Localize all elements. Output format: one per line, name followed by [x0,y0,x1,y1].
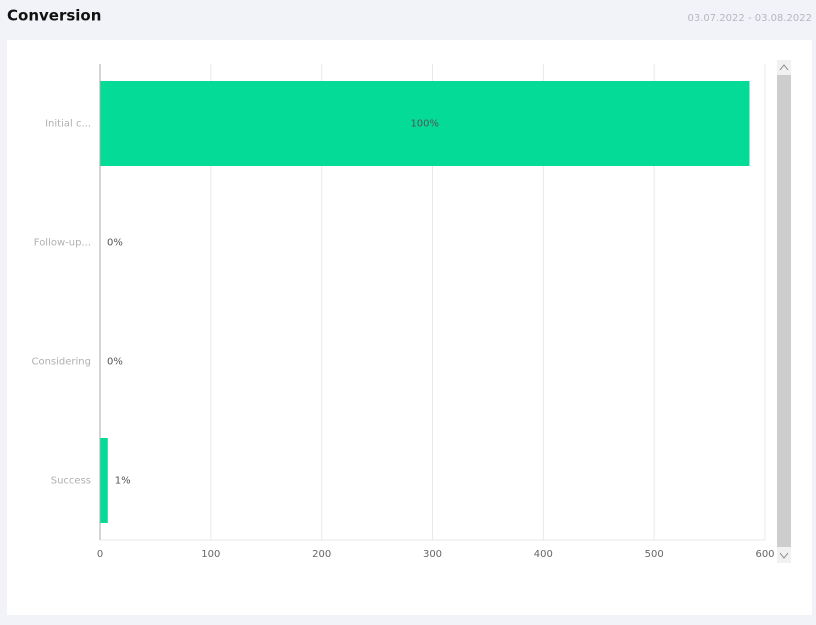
x-tick-label: 600 [755,549,774,560]
bar-label: 1% [115,476,131,487]
x-tick-label: 0 [97,549,103,560]
y-tick-label: Initial c... [45,119,91,130]
bar [100,81,750,166]
title: Conversion [7,7,101,25]
scroll-up[interactable] [779,64,789,71]
bar-label: 0% [107,357,123,368]
bar-label: 0% [107,238,123,249]
y-tick-label: Follow-up... [34,238,91,249]
scroll-down[interactable] [779,552,789,559]
x-tick-label: 400 [534,549,553,560]
bar-label: 100% [410,119,439,130]
plot: 0 100 200 300 400 500 600 Initial c... 100% Follo… [31,64,775,560]
y-tick-label: Success [51,476,91,487]
x-tick-label: 300 [423,549,442,560]
x-tick-label: 200 [312,549,331,560]
date-range: 03.07.2022 - 03.08.2022 [688,13,812,24]
scrollbar[interactable] [777,60,791,563]
x-tick-label: 500 [645,549,664,560]
bar [100,438,108,523]
scroll-thumb[interactable] [777,75,791,547]
y-tick-label: Considering [31,357,91,368]
x-tick-label: 100 [201,549,220,560]
